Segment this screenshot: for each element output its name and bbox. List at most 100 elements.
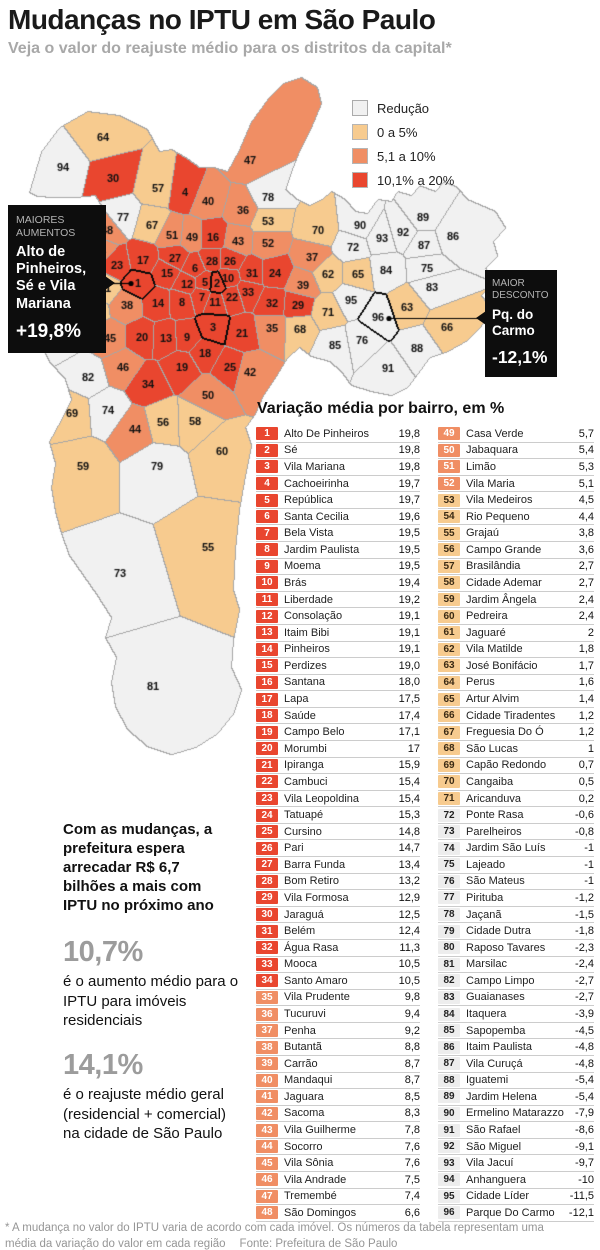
district-name: Tremembé <box>284 1190 337 1203</box>
rank-badge: 24 <box>256 808 278 822</box>
district-name: Pari <box>284 842 304 855</box>
table-row: 90 Ermelino Matarazzo -7,9 <box>438 1106 594 1123</box>
rank-badge: 94 <box>438 1173 460 1187</box>
rank-badge: 84 <box>438 1007 460 1021</box>
rank-badge: 23 <box>256 792 278 805</box>
table-row: 67 Freguesia Do Ó 1,2 <box>438 724 594 741</box>
rank-badge: 90 <box>438 1106 460 1120</box>
rank-badge: 30 <box>256 908 278 922</box>
district-name: Sapopemba <box>466 1024 526 1037</box>
rank-badge: 85 <box>438 1024 460 1038</box>
rank-badge: 25 <box>256 825 278 839</box>
district-value: 19,7 <box>398 477 420 490</box>
legend-swatch <box>352 100 368 116</box>
district-name: Casa Verde <box>466 427 524 440</box>
rank-badge: 64 <box>438 675 460 689</box>
rank-badge: 75 <box>438 858 460 872</box>
district-value: -12,1 <box>568 1206 594 1219</box>
table-row: 91 São Rafael -8,6 <box>438 1122 594 1139</box>
table-row: 46 Vila Andrade 7,5 <box>256 1172 420 1189</box>
callout-district-names: Pq. do Carmo <box>492 307 535 338</box>
table-row: 76 São Mateus -1 <box>438 874 594 891</box>
district-name: Marsilac <box>466 958 507 971</box>
stat-label: é o aumento médio para o IPTU para imóve… <box>63 973 239 1029</box>
district-name: Vila Leopoldina <box>284 792 360 805</box>
district-name: Vila Prudente <box>284 991 350 1004</box>
district-name: Vila Maria <box>466 477 515 490</box>
rank-badge: 68 <box>438 742 460 756</box>
district-name: São Lucas <box>466 742 518 755</box>
district-name: Guaianases <box>466 991 525 1004</box>
district-name: Iguatemi <box>466 1074 509 1087</box>
rank-badge: 2 <box>256 443 278 457</box>
callout-kicker: MAIORES AUMENTOS <box>16 214 76 239</box>
district-value: 19,5 <box>398 527 420 540</box>
district-value: 9,8 <box>404 991 420 1004</box>
rank-badge: 12 <box>256 609 278 623</box>
district-name: Vila Curuçá <box>466 1057 523 1070</box>
legend-item: 0 a 5% <box>352 120 454 144</box>
district-name: Campo Limpo <box>466 974 535 987</box>
rank-badge: 96 <box>438 1206 460 1220</box>
table-row: 59 Jardim Ângela 2,4 <box>438 592 594 609</box>
legend-item: Redução <box>352 96 454 120</box>
table-row: 69 Capão Redondo 0,7 <box>438 758 594 775</box>
district-name: Cidade Dutra <box>466 925 531 938</box>
rank-badge: 86 <box>438 1040 460 1054</box>
district-name: Ipiranga <box>284 759 324 772</box>
district-name: Jardim Helena <box>466 1090 537 1103</box>
district-value: 4,5 <box>578 494 594 507</box>
rank-badge: 56 <box>438 543 460 557</box>
district-name: Vila Formosa <box>284 891 349 904</box>
district-name: Grajaú <box>466 527 500 540</box>
rank-badge: 57 <box>438 559 460 573</box>
district-name: Santo Amaro <box>284 974 348 987</box>
district-value: 12,4 <box>398 925 420 938</box>
rank-badge: 50 <box>438 443 460 457</box>
table-row: 14 Pinheiros 19,1 <box>256 642 420 659</box>
district-name: São Rafael <box>466 1124 521 1137</box>
district-name: Campo Grande <box>466 543 542 556</box>
district-value: -4,8 <box>575 1041 594 1054</box>
rank-badge: 71 <box>438 792 460 805</box>
district-value: 2,7 <box>578 560 594 573</box>
district-name: Brasilândia <box>466 560 521 573</box>
revenue-note: Com as mudanças, a prefeitura espera arr… <box>63 821 214 915</box>
district-name: Ponte Rasa <box>466 809 524 822</box>
rank-badge: 91 <box>438 1123 460 1137</box>
table-row: 24 Tatuapé 15,3 <box>256 807 420 824</box>
table-row: 41 Jaguara 8,5 <box>256 1089 420 1106</box>
stat-value: 14,1% <box>63 1049 143 1081</box>
district-name: Liberdade <box>284 593 333 606</box>
table-row: 22 Cambuci 15,4 <box>256 774 420 791</box>
rank-badge: 58 <box>438 576 460 590</box>
table-row: 87 Vila Curuçá -4,8 <box>438 1056 594 1073</box>
legend-item: 10,1% a 20% <box>352 168 454 192</box>
table-row: 73 Parelheiros -0,8 <box>438 824 594 841</box>
district-value: -7,9 <box>575 1107 594 1120</box>
rank-badge: 41 <box>256 1090 278 1104</box>
district-name: Ermelino Matarazzo <box>466 1107 564 1120</box>
rank-badge: 20 <box>256 742 278 756</box>
district-value: 2 <box>587 626 594 639</box>
district-name: Saúde <box>284 709 316 722</box>
legend-swatch <box>352 172 368 188</box>
table-row: 27 Barra Funda 13,4 <box>256 857 420 874</box>
table-row: 20 Morumbi 17 <box>256 741 420 758</box>
district-value: 15,9 <box>398 759 420 772</box>
page-title: Mudanças no IPTU em São Paulo <box>8 4 436 35</box>
district-value: 7,8 <box>404 1124 420 1137</box>
rank-badge: 1 <box>256 427 278 441</box>
stat-general: 14,1% é o reajuste médio geral (residenc… <box>63 1049 241 1144</box>
district-value: 8,5 <box>404 1090 420 1103</box>
rank-badge: 55 <box>438 526 460 540</box>
table-row: 35 Vila Prudente 9,8 <box>256 990 420 1007</box>
rank-badge: 37 <box>256 1024 278 1038</box>
district-name: São Miguel <box>466 1140 522 1153</box>
district-name: Pirituba <box>466 891 504 904</box>
district-table-col2: 49 Casa Verde 5,7 50 Jabaquara 5,4 51 Limão 5,3 5… <box>438 426 594 1222</box>
district-name: Parelheiros <box>466 825 522 838</box>
district-name: Belém <box>284 925 316 938</box>
district-value: -1,8 <box>575 925 594 938</box>
